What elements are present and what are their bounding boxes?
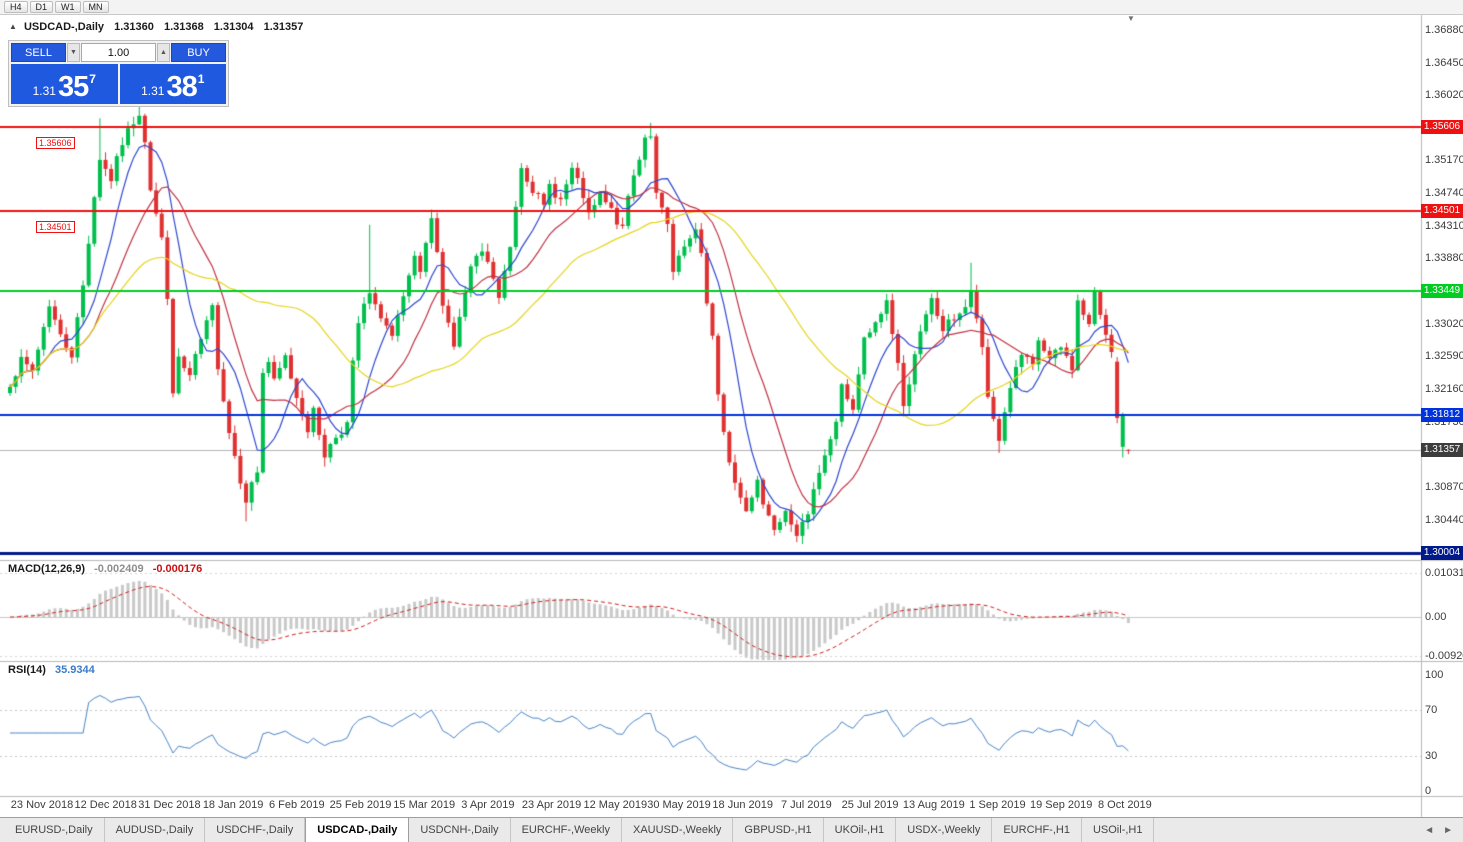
rsi-axis-label: 70 <box>1425 703 1438 716</box>
time-axis-label: 31 Dec 2018 <box>138 799 201 811</box>
rsi-axis-label: 30 <box>1425 750 1438 763</box>
time-axis-label: 1 Sep 2019 <box>969 799 1026 811</box>
price-level-left-label: 1.35606 <box>36 136 75 149</box>
sell-price-big-digits: 35 <box>57 71 89 103</box>
price-axis-label: 1.34740 <box>1425 186 1463 199</box>
volume-decrease-button[interactable]: ▼ <box>67 43 80 62</box>
chart-tab-usdx-weekly[interactable]: USDX-,Weekly <box>896 818 993 842</box>
chart-symbol-label: USDCAD-,Daily <box>23 21 105 33</box>
buy-button[interactable]: BUY <box>171 43 226 62</box>
chart-tab-usdcad-daily[interactable]: USDCAD-,Daily <box>305 818 410 842</box>
time-axis-label: 18 Jun 2019 <box>712 799 773 811</box>
price-level-axis-label: 1.35606 <box>1421 119 1463 134</box>
buy-price-big-digits: 38 <box>166 71 197 103</box>
timeframe-button-h4[interactable]: H4 <box>4 1 28 13</box>
sell-button[interactable]: SELL <box>11 43 66 62</box>
rsi-value: 35.9344 <box>54 664 95 676</box>
chart-tab-ukoil-h1[interactable]: UKOil-,H1 <box>824 818 897 842</box>
tab-scroll-left-icon[interactable]: ◄ <box>1424 824 1435 836</box>
chart-shift-marker[interactable]: ▼ <box>1127 14 1135 23</box>
price-axis-label: 1.30440 <box>1425 513 1463 526</box>
price-axis-label: 1.36020 <box>1425 89 1463 102</box>
time-axis-label: 6 Feb 2019 <box>268 799 325 811</box>
rsi-axis-label: 0 <box>1425 785 1432 797</box>
price-axis-label: 1.33020 <box>1425 317 1463 330</box>
time-axis-label: 23 Apr 2019 <box>521 799 582 811</box>
buy-price-pip-digit: 1 <box>197 72 205 86</box>
chart-tab-usdchf-daily[interactable]: USDCHF-,Daily <box>205 818 306 842</box>
ohlc-open-value: 1.31360 <box>114 21 154 33</box>
collapse-icon[interactable]: ▲ <box>9 22 17 31</box>
time-axis-label: 12 Dec 2018 <box>74 799 137 811</box>
chart-tab-eurusd-daily[interactable]: EURUSD-,Daily <box>4 818 105 842</box>
time-axis-label: 18 Jan 2019 <box>202 799 264 811</box>
volume-increase-button[interactable]: ▲ <box>157 43 170 62</box>
price-axis-label: 1.30870 <box>1425 481 1463 494</box>
tab-scroll-arrows: ◄ ► <box>1414 818 1463 842</box>
macd-main-value: -0.002409 <box>94 563 144 575</box>
trade-prices-row: 1.31 35 7 1.31 38 1 <box>11 64 226 104</box>
timeframe-toolbar: H4 D1 W1 MN <box>0 0 1463 15</box>
buy-price-prefix: 1.31 <box>141 84 165 98</box>
time-axis-label: 8 Oct 2019 <box>1097 799 1152 811</box>
price-axis-label: 1.34310 <box>1425 219 1463 232</box>
macd-axis-label: 0.010311 <box>1425 567 1463 579</box>
time-axis-label: 25 Jul 2019 <box>841 799 899 811</box>
chart-tab-bar: EURUSD-,Daily AUDUSD-,Daily USDCHF-,Daily U… <box>0 817 1463 842</box>
time-axis-label: 13 Aug 2019 <box>902 799 965 811</box>
macd-name: MACD(12,26,9) <box>8 563 86 575</box>
macd-axis-label: 0.00 <box>1425 611 1447 623</box>
price-axis-label: 1.33880 <box>1425 252 1463 265</box>
one-click-trading-panel: SELL ▼ 1.00 ▲ BUY 1.31 35 7 1.31 38 1 <box>8 40 229 107</box>
price-axis-label: 1.36880 <box>1425 24 1463 37</box>
price-axis-label: 1.32590 <box>1425 350 1463 363</box>
sell-price-display[interactable]: 1.31 35 7 <box>11 64 118 104</box>
price-level-axis-label: 1.30004 <box>1421 545 1463 560</box>
trade-controls-row: SELL ▼ 1.00 ▲ BUY <box>11 43 226 62</box>
price-axis-label: 1.36450 <box>1425 56 1463 69</box>
timeframe-button-w1[interactable]: W1 <box>55 1 81 13</box>
ohlc-high-value: 1.31368 <box>163 21 204 33</box>
time-axis-label: 19 Sep 2019 <box>1029 799 1093 811</box>
rsi-name: RSI(14) <box>8 664 46 676</box>
time-axis-label: 30 May 2019 <box>647 799 711 811</box>
chart-header: ▲ USDCAD-,Daily 1.31360 1.31368 1.31304 … <box>9 21 303 33</box>
time-axis-label: 12 May 2019 <box>583 799 648 811</box>
tab-scroll-right-icon[interactable]: ► <box>1443 824 1453 836</box>
buy-price-display[interactable]: 1.31 38 1 <box>119 64 226 104</box>
macd-indicator-label: MACD(12,26,9) -0.002409 -0.000176 <box>8 563 202 575</box>
price-axis-label: 1.32160 <box>1425 383 1463 396</box>
price-level-axis-label: 1.31812 <box>1421 408 1463 423</box>
chart-tab-eurchf-weekly[interactable]: EURCHF-,Weekly <box>511 818 622 842</box>
timeframe-button-d1[interactable]: D1 <box>29 1 54 13</box>
chart-tab-audusd-daily[interactable]: AUDUSD-,Daily <box>105 818 206 842</box>
timeframe-button-mn[interactable]: MN <box>82 1 109 13</box>
macd-axis-label: -0.009203 <box>1425 650 1463 663</box>
rsi-axis-label: 100 <box>1425 669 1444 681</box>
price-level-axis-label: 1.34501 <box>1421 204 1463 218</box>
time-axis-label: 15 Mar 2019 <box>393 799 456 811</box>
time-axis-label: 23 Nov 2018 <box>10 799 74 811</box>
sell-price-prefix: 1.31 <box>32 84 56 98</box>
time-axis-label: 7 Jul 2019 <box>781 799 832 811</box>
chart-tab-xauusd-weekly[interactable]: XAUUSD-,Weekly <box>622 818 734 842</box>
rsi-indicator-label: RSI(14) 35.9344 <box>8 664 95 676</box>
ohlc-low-value: 1.31304 <box>213 21 254 33</box>
ohlc-close-value: 1.31357 <box>263 21 304 33</box>
macd-signal-value: -0.000176 <box>152 563 203 575</box>
chart-tab-gbpusd-h1[interactable]: GBPUSD-,H1 <box>733 818 824 842</box>
chart-tab-usdcnh-daily[interactable]: USDCNH-,Daily <box>409 818 511 842</box>
volume-input[interactable]: 1.00 <box>81 43 156 62</box>
chart-tab-eurchf-h1[interactable]: EURCHF-,H1 <box>992 818 1082 842</box>
price-axis-label: 1.35170 <box>1425 154 1463 167</box>
price-level-axis-label: 1.33449 <box>1421 284 1463 298</box>
price-level-left-label: 1.34501 <box>36 221 75 233</box>
current-price-axis-label: 1.31357 <box>1421 443 1463 458</box>
time-axis-label: 25 Feb 2019 <box>329 799 392 811</box>
chart-tab-usoil-h1[interactable]: USOil-,H1 <box>1082 818 1155 842</box>
sell-price-pip-digit: 7 <box>89 72 96 86</box>
time-axis-label: 3 Apr 2019 <box>461 799 515 811</box>
